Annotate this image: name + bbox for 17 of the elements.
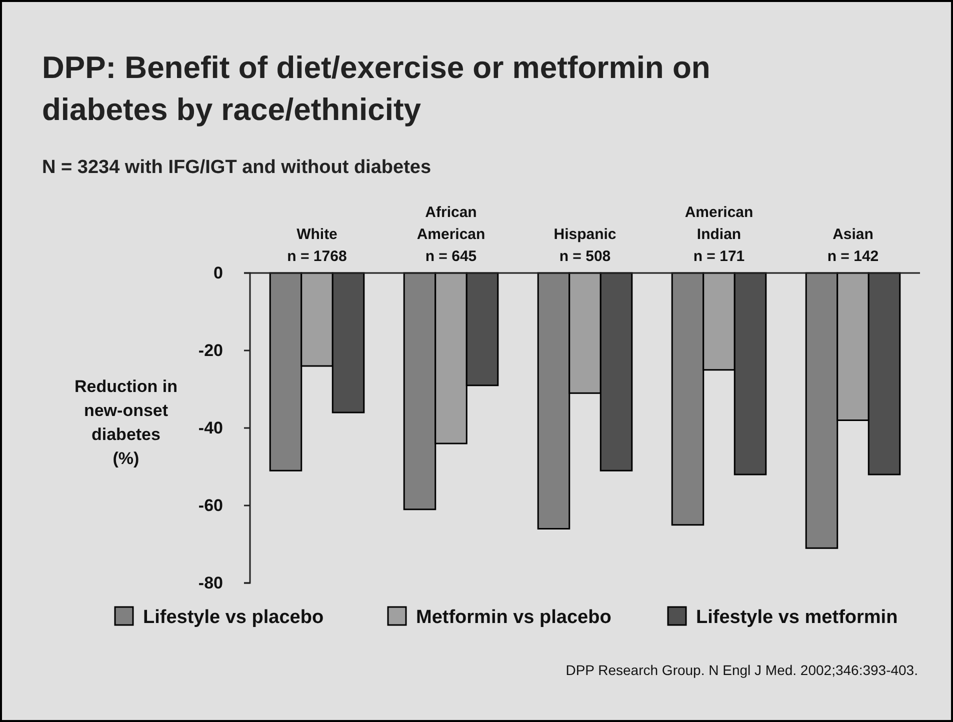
- legend-label: Lifestyle vs metformin: [696, 607, 898, 628]
- legend-label: Lifestyle vs placebo: [143, 607, 324, 628]
- text: DPP Research Group. N Engl J Med. 2002;346:393-403.: [566, 662, 918, 678]
- x-tick-label: American Indian n = 171: [684, 204, 754, 265]
- y-tick-label: 0: [214, 263, 223, 282]
- x-tick-label: White n = 1768: [287, 226, 347, 265]
- chart-title: DPP: Benefit of diet/exercise or metformin on diabetes by race/ethnicity: [42, 50, 710, 127]
- legend-label: Metformin vs placebo: [416, 607, 612, 628]
- x-tick-label: African American n = 645: [416, 204, 486, 265]
- y-tick-label: -40: [198, 418, 223, 438]
- chart-subtitle: N = 3234 with IFG/IGT and without diabetes: [42, 157, 432, 178]
- y-tick-label: -20: [198, 340, 223, 360]
- y-tick-label: -60: [198, 496, 223, 515]
- y-axis-title: Reduction in new-onset diabetes (%): [74, 377, 178, 468]
- x-tick-label: Hispanic n = 508: [554, 226, 616, 265]
- x-tick-label: Asian n = 142: [827, 226, 879, 265]
- y-tick-label: -80: [198, 573, 223, 592]
